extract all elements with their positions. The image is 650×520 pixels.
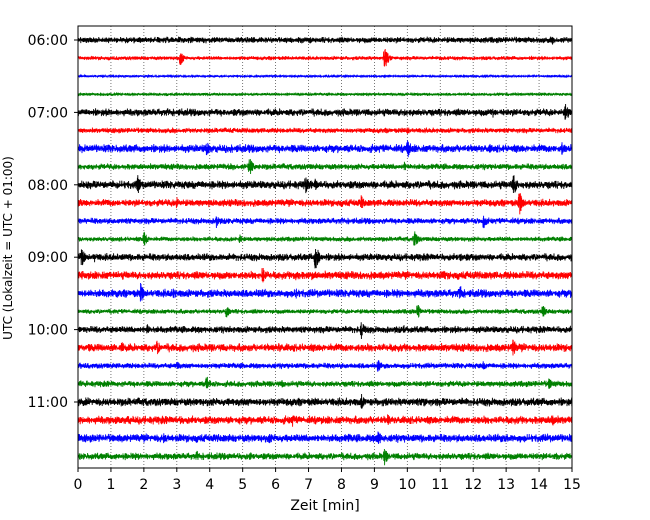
trace-line-09:15 bbox=[77, 267, 573, 283]
x-tick-label: 0 bbox=[74, 477, 83, 493]
y-tick-label: 10:00 bbox=[28, 323, 68, 339]
y-axis-title: UTC (Lokalzeit = UTC + 01:00) bbox=[1, 156, 15, 340]
x-tick-label: 4 bbox=[205, 477, 214, 493]
y-tick-label: 08:00 bbox=[28, 178, 68, 194]
trace-line-11:00 bbox=[77, 393, 573, 409]
x-tick-label: 10 bbox=[398, 477, 416, 493]
y-tick-label: 11:00 bbox=[28, 395, 68, 411]
x-tick-label: 14 bbox=[530, 477, 548, 493]
trace-line-09:45 bbox=[77, 304, 573, 318]
trace-line-10:00 bbox=[77, 322, 573, 339]
y-axis-ticks: 06:00 07:00 08:00 09:00 10:00 11:00 bbox=[28, 33, 78, 411]
x-tick-label: 9 bbox=[370, 477, 379, 493]
trace-line-11:30 bbox=[77, 431, 573, 444]
trace-line-07:00 bbox=[77, 103, 573, 120]
trace-line-10:45 bbox=[77, 376, 573, 389]
seismogram-traces bbox=[77, 36, 573, 466]
trace-line-08:45 bbox=[77, 231, 573, 246]
x-tick-label: 13 bbox=[497, 477, 515, 493]
trace-line-10:30 bbox=[77, 360, 573, 372]
x-tick-label: 1 bbox=[106, 477, 115, 493]
x-axis-ticks: 0 1 2 3 4 5 6 7 8 9 10 11 12 13 14 15 bbox=[74, 468, 581, 493]
trace-line-11:45 bbox=[77, 448, 573, 466]
trace-line-11:15 bbox=[77, 414, 573, 427]
trace-line-06:15 bbox=[77, 49, 573, 67]
trace-line-06:00 bbox=[77, 36, 573, 45]
y-tick-label: 06:00 bbox=[28, 33, 68, 49]
x-tick-label: 11 bbox=[431, 477, 449, 493]
trace-line-08:00 bbox=[77, 175, 573, 194]
x-tick-label: 8 bbox=[337, 477, 346, 493]
x-tick-label: 7 bbox=[304, 477, 313, 493]
trace-line-10:15 bbox=[77, 339, 573, 356]
x-axis-title: Zeit [min] bbox=[290, 498, 359, 514]
x-tick-label: 15 bbox=[563, 477, 581, 493]
plot-frame bbox=[77, 25, 573, 469]
trace-line-08:15 bbox=[77, 193, 573, 215]
trace-line-09:00 bbox=[77, 249, 573, 269]
trace-line-07:45 bbox=[77, 159, 573, 175]
x-tick-label: 3 bbox=[172, 477, 181, 493]
x-tick-label: 6 bbox=[271, 477, 280, 493]
x-tick-label: 12 bbox=[464, 477, 482, 493]
trace-line-08:30 bbox=[77, 215, 573, 229]
trace-line-06:45 bbox=[77, 91, 573, 97]
y-tick-label: 07:00 bbox=[28, 105, 68, 121]
trace-line-07:15 bbox=[77, 127, 573, 134]
trace-line-09:30 bbox=[77, 282, 573, 302]
trace-line-07:30 bbox=[77, 140, 573, 158]
x-tick-label: 5 bbox=[238, 477, 247, 493]
trace-line-06:30 bbox=[77, 73, 573, 79]
y-tick-label: 09:00 bbox=[28, 250, 68, 266]
x-tick-label: 2 bbox=[139, 477, 148, 493]
